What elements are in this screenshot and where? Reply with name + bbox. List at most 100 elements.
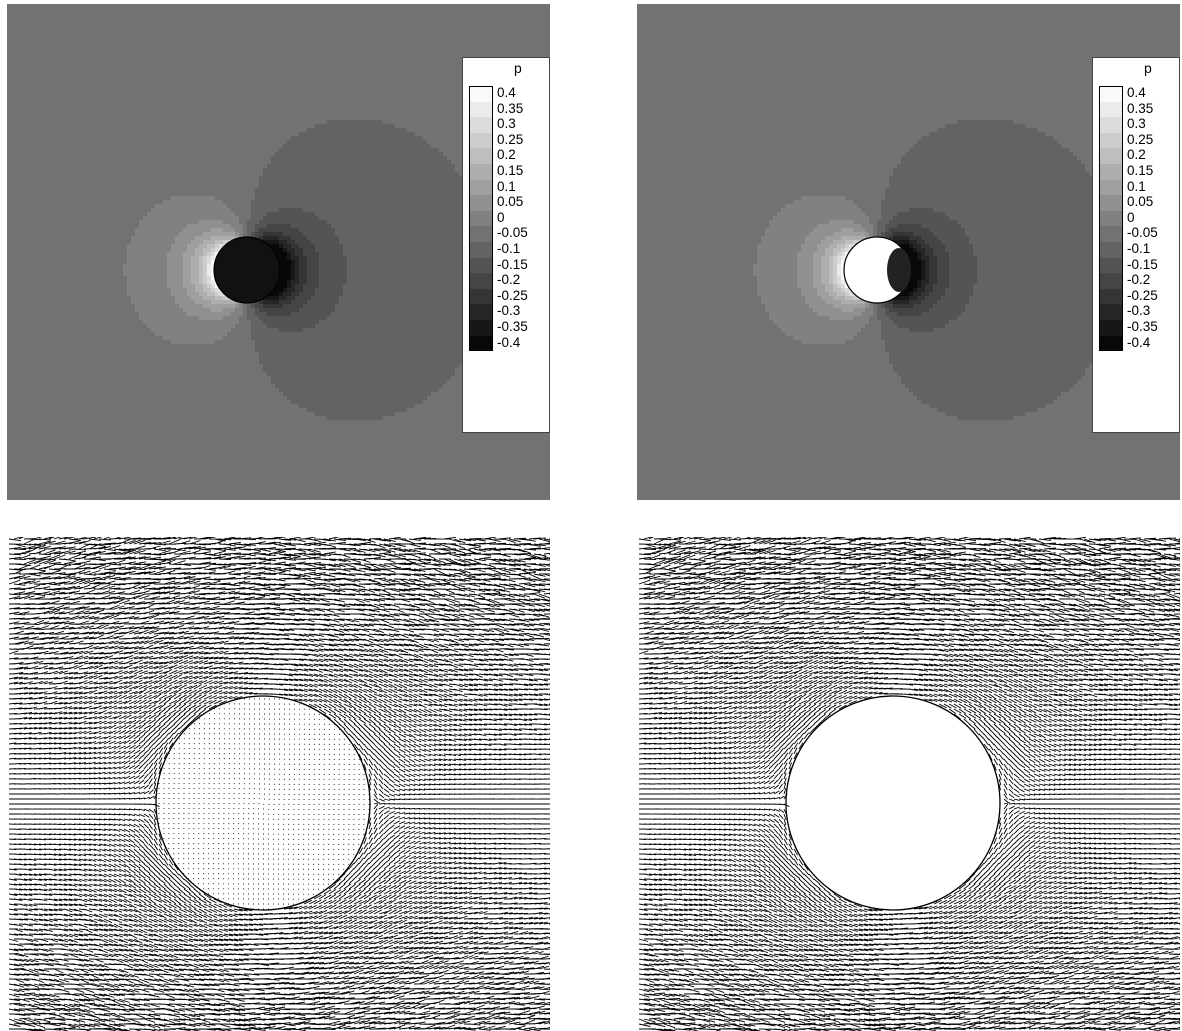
velocity-vectors-right-plot bbox=[638, 537, 1180, 1031]
legend-swatch bbox=[469, 210, 493, 227]
legend-label: 0.2 bbox=[1127, 147, 1146, 162]
cylinder-outline bbox=[213, 236, 281, 304]
velocity-vectors-left-plot bbox=[8, 537, 550, 1031]
legend-swatch bbox=[469, 86, 493, 102]
legend-entry: 0 bbox=[1099, 210, 1179, 227]
legend-swatch bbox=[469, 195, 493, 211]
legend-swatch bbox=[1099, 101, 1123, 118]
legend-entry: 0.05 bbox=[469, 194, 549, 211]
cylinder-outline bbox=[785, 695, 1001, 911]
legend-entry: -0.4 bbox=[469, 335, 549, 352]
legend-swatch bbox=[469, 226, 493, 242]
legend-entry: -0.25 bbox=[1099, 288, 1179, 305]
legend-entry: -0.25 bbox=[469, 288, 549, 305]
legend-swatch bbox=[469, 335, 493, 352]
pressure-legend-left: p 0.4 0.35 0.3 0.25 0.2 0.15 0.1 0.05 0 -0.05 -0.1… bbox=[462, 57, 550, 433]
legend-label: 0.1 bbox=[497, 179, 516, 194]
legend-label: -0.1 bbox=[1127, 241, 1150, 256]
legend-label: -0.15 bbox=[497, 257, 528, 272]
pressure-contour-left: p 0.4 0.35 0.3 0.25 0.2 0.15 0.1 0.05 0 -0.05 -0.1… bbox=[7, 4, 550, 500]
legend-swatch bbox=[1099, 320, 1123, 336]
contour-fill bbox=[7, 4, 550, 500]
legend-swatch bbox=[1099, 304, 1123, 320]
legend-swatch bbox=[469, 117, 493, 133]
legend-entry: 0.1 bbox=[1099, 179, 1179, 196]
legend-swatch bbox=[1099, 273, 1123, 289]
legend-entry: 0.05 bbox=[1099, 194, 1179, 211]
legend-swatch bbox=[469, 101, 493, 118]
velocity-vector-field bbox=[638, 537, 1180, 1031]
contour-fill bbox=[637, 4, 1180, 500]
legend-label: 0.1 bbox=[1127, 179, 1146, 194]
legend-title: p bbox=[1144, 60, 1152, 76]
legend-entry: -0.1 bbox=[469, 241, 549, 258]
legend-entry: 0.25 bbox=[469, 132, 549, 149]
legend-label: 0.3 bbox=[497, 116, 516, 131]
legend-entry: 0.15 bbox=[469, 163, 549, 180]
legend-label: 0.3 bbox=[1127, 116, 1146, 131]
legend-entry: -0.15 bbox=[469, 257, 549, 274]
legend-swatch bbox=[469, 288, 493, 305]
legend-entry: 0.2 bbox=[469, 147, 549, 164]
legend-entry: 0.4 bbox=[1099, 85, 1179, 102]
velocity-vector-field bbox=[8, 537, 550, 1031]
legend-entry: -0.35 bbox=[469, 319, 549, 336]
legend-entry: 0.3 bbox=[1099, 116, 1179, 133]
legend-entry: 0 bbox=[469, 210, 549, 227]
legend-swatch bbox=[469, 320, 493, 336]
legend-entry: -0.05 bbox=[469, 225, 549, 242]
legend-swatch bbox=[469, 179, 493, 196]
legend-label: 0 bbox=[1127, 210, 1135, 225]
legend-label: -0.05 bbox=[497, 225, 528, 240]
legend-label: 0.2 bbox=[497, 147, 516, 162]
legend-entry: -0.2 bbox=[1099, 272, 1179, 289]
legend-entry: -0.35 bbox=[1099, 319, 1179, 336]
legend-label: 0 bbox=[497, 210, 505, 225]
legend-label: -0.35 bbox=[497, 319, 528, 334]
legend-swatch bbox=[469, 304, 493, 320]
legend-label: 0.15 bbox=[497, 163, 523, 178]
legend-label: 0.15 bbox=[1127, 163, 1153, 178]
cylinder-outline bbox=[155, 695, 371, 911]
legend-swatch bbox=[469, 132, 493, 149]
legend-entry: -0.3 bbox=[469, 303, 549, 320]
legend-swatch bbox=[1099, 195, 1123, 211]
legend-swatch bbox=[1099, 86, 1123, 102]
legend-label: -0.35 bbox=[1127, 319, 1158, 334]
legend-label: -0.3 bbox=[1127, 303, 1150, 318]
legend-label: -0.25 bbox=[1127, 288, 1158, 303]
legend-label: -0.25 bbox=[497, 288, 528, 303]
pressure-legend-right: p 0.4 0.35 0.3 0.25 0.2 0.15 0.1 0.05 0 -0.05 -0.1… bbox=[1092, 57, 1180, 433]
legend-swatch bbox=[1099, 335, 1123, 352]
legend-label: 0.4 bbox=[1127, 85, 1146, 100]
legend-label: 0.05 bbox=[497, 194, 523, 209]
legend-label: -0.2 bbox=[1127, 272, 1150, 287]
legend-label: -0.4 bbox=[1127, 335, 1150, 350]
legend-entry: -0.4 bbox=[1099, 335, 1179, 352]
legend-title: p bbox=[514, 60, 522, 76]
legend-label: 0.4 bbox=[497, 85, 516, 100]
legend-label: -0.4 bbox=[497, 335, 520, 350]
pressure-contour-left-plot bbox=[7, 4, 550, 500]
legend-entry: -0.05 bbox=[1099, 225, 1179, 242]
legend-swatch bbox=[469, 242, 493, 258]
legend-swatch bbox=[1099, 226, 1123, 242]
legend-swatch bbox=[1099, 179, 1123, 196]
legend-swatch bbox=[1099, 210, 1123, 227]
legend-swatch bbox=[1099, 132, 1123, 149]
legend-swatch bbox=[469, 257, 493, 274]
legend-label: -0.1 bbox=[497, 241, 520, 256]
legend-entry: -0.3 bbox=[1099, 303, 1179, 320]
legend-entry: 0.1 bbox=[469, 179, 549, 196]
legend-swatch bbox=[1099, 257, 1123, 274]
legend-entry: -0.2 bbox=[469, 272, 549, 289]
legend-label: -0.2 bbox=[497, 272, 520, 287]
legend-swatch bbox=[1099, 148, 1123, 164]
pressure-contour-right-plot bbox=[637, 4, 1180, 500]
velocity-vectors-right bbox=[637, 537, 1180, 1031]
legend-label: 0.35 bbox=[1127, 101, 1153, 116]
legend-swatch bbox=[469, 164, 493, 180]
legend-swatch bbox=[1099, 164, 1123, 180]
legend-label: 0.35 bbox=[497, 101, 523, 116]
interior-low-region bbox=[887, 248, 911, 292]
